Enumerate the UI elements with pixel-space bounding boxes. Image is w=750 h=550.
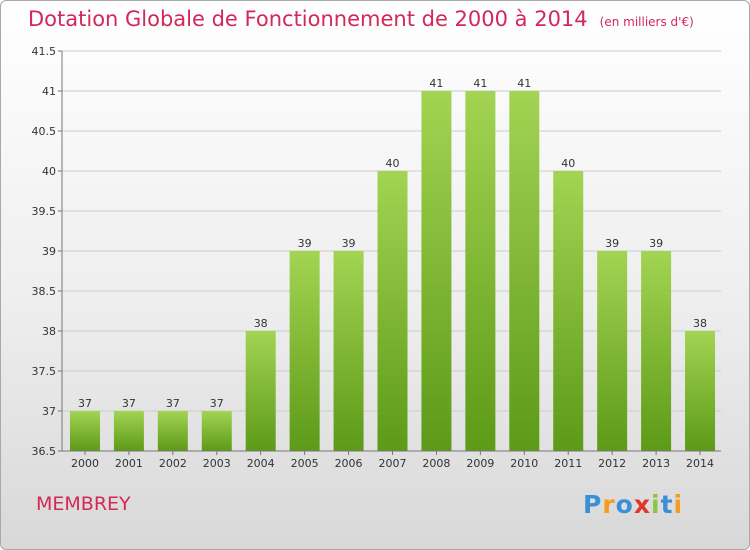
x-tick-label: 2001 [115, 457, 143, 470]
bar-2004 [245, 331, 276, 451]
data-label: 39 [649, 237, 663, 250]
y-tick-label: 38 [42, 325, 56, 338]
logo-letter: i [673, 490, 684, 519]
data-label: 39 [605, 237, 619, 250]
x-tick-label: 2000 [71, 457, 99, 470]
data-label: 41 [517, 77, 531, 90]
x-tick-label: 2007 [379, 457, 407, 470]
logo-letter: r [602, 490, 616, 519]
data-label: 39 [298, 237, 312, 250]
logo-letter: x [633, 490, 651, 519]
data-label: 38 [693, 317, 707, 330]
logo-letter: o [615, 490, 634, 519]
data-label: 41 [473, 77, 487, 90]
bar-2011 [553, 171, 584, 451]
logo-letter: i [651, 490, 661, 519]
bar-2002 [157, 411, 188, 451]
y-tick-label: 40.5 [32, 125, 57, 138]
y-tick-label: 40 [42, 165, 56, 178]
data-label: 37 [122, 397, 136, 410]
x-tick-label: 2014 [686, 457, 714, 470]
x-tick-label: 2006 [335, 457, 363, 470]
x-tick-label: 2009 [466, 457, 494, 470]
x-tick-label: 2005 [291, 457, 319, 470]
commune-name: MEMBREY [36, 493, 131, 515]
bar-2008 [421, 91, 452, 451]
x-tick-label: 2012 [598, 457, 626, 470]
y-tick-label: 39.5 [32, 205, 57, 218]
axes [58, 50, 721, 455]
data-label: 37 [210, 397, 224, 410]
x-tick-label: 2003 [203, 457, 231, 470]
y-tick-label: 37 [42, 405, 56, 418]
bars [69, 91, 716, 451]
bar-2006 [333, 251, 364, 451]
bar-2001 [113, 411, 144, 451]
chart-title: Dotation Globale de Fonctionnement de 20… [28, 7, 694, 31]
data-label: 37 [166, 397, 180, 410]
y-tick-label: 39 [42, 245, 56, 258]
data-label: 40 [561, 157, 575, 170]
data-label: 39 [342, 237, 356, 250]
data-label: 38 [254, 317, 268, 330]
bar-2012 [597, 251, 628, 451]
title-text: Dotation Globale de Fonctionnement de 20… [28, 7, 588, 31]
bar-2003 [201, 411, 232, 451]
labels: 36.5 37 37.5 38 38.5 39 39.5 40 40.5 41 41.5 37 2000… [32, 45, 715, 470]
bar-2014 [685, 331, 716, 451]
proxiti-logo: Proxiti [583, 490, 683, 519]
x-tick-label: 2004 [247, 457, 275, 470]
y-tick-label: 37.5 [32, 365, 57, 378]
bar-2009 [465, 91, 496, 451]
x-tick-label: 2002 [159, 457, 187, 470]
data-label: 41 [429, 77, 443, 90]
data-label: 40 [386, 157, 400, 170]
unit-note: (en milliers d'€) [599, 15, 694, 29]
y-tick-label: 38.5 [32, 285, 57, 298]
x-tick-label: 2008 [422, 457, 450, 470]
bar-2013 [641, 251, 672, 451]
bar-2000 [69, 411, 100, 451]
y-tick-label: 41 [42, 85, 56, 98]
bar-2010 [509, 91, 540, 451]
x-tick-label: 2013 [642, 457, 670, 470]
data-label: 37 [78, 397, 92, 410]
logo-letter: t [660, 490, 674, 519]
logo-letter: P [583, 490, 603, 519]
y-tick-label: 36.5 [32, 445, 57, 458]
y-tick-label: 41.5 [32, 45, 57, 58]
x-tick-label: 2011 [554, 457, 582, 470]
bar-2005 [289, 251, 320, 451]
bar-2007 [377, 171, 408, 451]
x-tick-label: 2010 [510, 457, 538, 470]
